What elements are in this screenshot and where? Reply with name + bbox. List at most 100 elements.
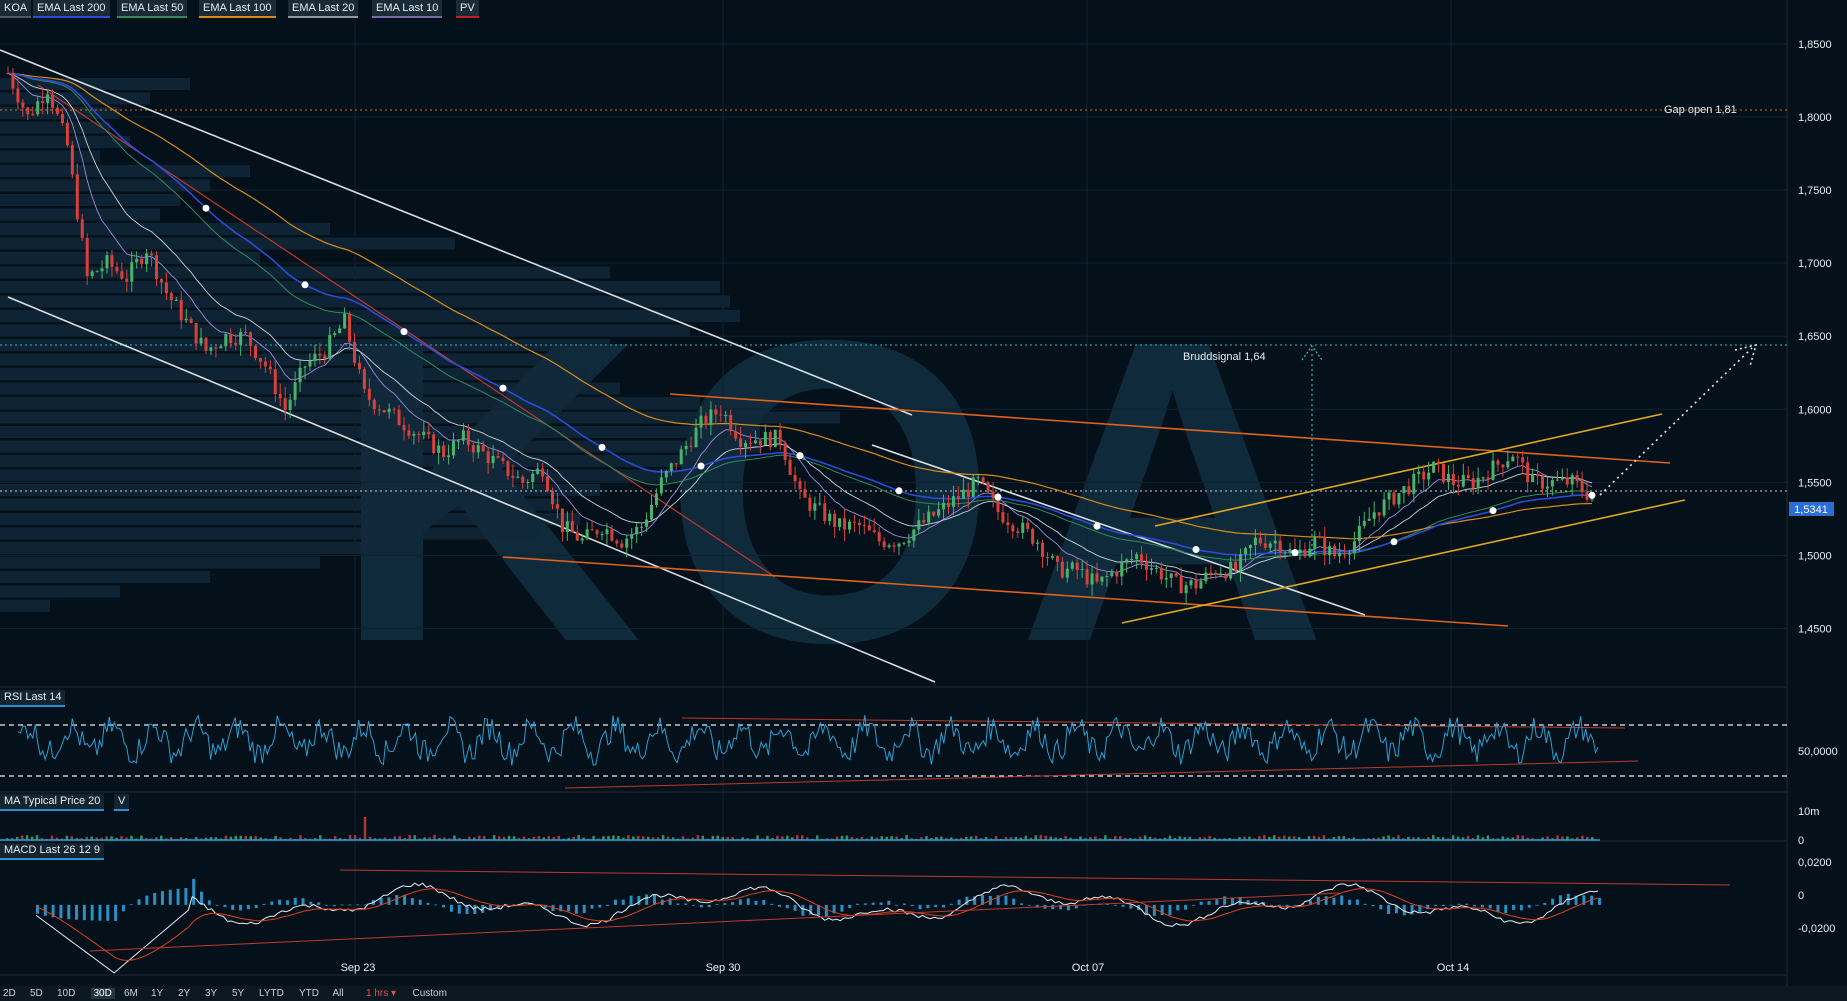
candle-body [526, 482, 530, 484]
macd-histogram-bar [1277, 904, 1281, 906]
break-signal-label: Bruddsignal 1,64 [1183, 351, 1266, 363]
range-button-1y[interactable]: 1Y [151, 988, 164, 999]
rsi-label[interactable]: RSI Last 14 [0, 690, 66, 707]
toolbar-tag-koa[interactable]: KOA [0, 0, 32, 18]
macd-histogram-bar [1059, 904, 1063, 910]
volume-bar [150, 838, 153, 840]
candle-body [1189, 580, 1193, 586]
rising-channel-lower-yellow[interactable] [1121, 499, 1686, 624]
macd-histogram-bar [449, 904, 453, 912]
volume-profile-bar [0, 324, 690, 337]
volume-bar [418, 838, 421, 840]
macd-histogram-bar [75, 904, 79, 920]
macd-tick-pos: 0,0200 [1798, 857, 1832, 869]
candle-body [263, 361, 267, 367]
range-button-5y[interactable]: 5Y [232, 988, 245, 999]
ma-typical-price-label[interactable]: MA Typical Price 20 [0, 794, 105, 811]
macd-histogram-bar [832, 904, 836, 914]
volume-bar [1307, 836, 1311, 840]
range-button-all[interactable]: All [332, 988, 344, 999]
volume-bar [597, 838, 600, 840]
volume-bar [209, 837, 213, 840]
candle-body [412, 433, 416, 436]
candle-body [966, 489, 970, 497]
candle-body [471, 445, 475, 453]
range-button-2d[interactable]: 2D [3, 988, 16, 999]
macd-histogram-bar [184, 888, 188, 905]
candle-body [877, 532, 881, 542]
volume-profile-bar [0, 136, 130, 148]
candle-body [823, 503, 827, 521]
macd-histogram-bar [168, 889, 172, 905]
toolbar-tag-pv[interactable]: PV [456, 0, 479, 18]
lower-channel-line-white[interactable] [7, 296, 936, 683]
volume-profile-bar [0, 484, 600, 496]
candle-body [1031, 528, 1035, 544]
volume-bar [304, 838, 307, 840]
range-button-2y[interactable]: 2Y [178, 988, 191, 999]
candle-body [803, 489, 807, 498]
volume-bar [1203, 837, 1206, 840]
candle-body [951, 496, 955, 507]
volume-bar [835, 836, 839, 840]
volume-bar [607, 835, 610, 840]
volume-bar [179, 837, 183, 840]
upper-channel-line-white[interactable] [0, 49, 913, 416]
rsi-support-line [564, 760, 1639, 789]
range-button-5d[interactable]: 5D [30, 988, 43, 999]
macd-histogram-bar [90, 904, 94, 921]
toolbar-tag-ema-last-200[interactable]: EMA Last 200 [33, 0, 110, 18]
candle-body [452, 440, 455, 456]
macd-line [35, 882, 1599, 974]
range-button-3y[interactable]: 3Y [205, 988, 218, 999]
macd-histogram-bar [114, 904, 118, 921]
volume-bar [70, 836, 74, 840]
toolbar-tag-ema-last-20[interactable]: EMA Last 20 [288, 0, 359, 18]
candle-body [1253, 537, 1257, 546]
volume-bar [224, 835, 228, 840]
candle-body [1496, 460, 1500, 465]
range-button-ytd[interactable]: YTD [299, 988, 319, 999]
macd-label[interactable]: MACD Last 26 12 9 [0, 843, 104, 860]
candle-body [1427, 472, 1431, 480]
candle-body [1303, 549, 1307, 557]
macd-histogram-bar [770, 903, 774, 905]
candle-body [1362, 520, 1366, 526]
volume-bar [1218, 838, 1221, 840]
volume-profile-bar [0, 150, 100, 163]
candle-body [1476, 477, 1480, 489]
macd-histogram-bar [1504, 904, 1508, 914]
volume-bar [1576, 837, 1579, 840]
candle-body [1174, 573, 1178, 577]
macd-histogram-bar [621, 899, 625, 905]
range-button-6m[interactable]: 6M [124, 988, 138, 999]
range-button-custom[interactable]: Custom [412, 988, 447, 999]
volume-bar [204, 837, 208, 840]
volume-bar [90, 836, 93, 840]
candle-body [857, 522, 861, 526]
candle-body [843, 518, 847, 530]
candle-body [580, 538, 584, 541]
lower-support-orange[interactable] [502, 556, 1509, 627]
candle-body [372, 399, 376, 410]
range-button-10d[interactable]: 10D [57, 988, 76, 999]
range-button-lytd[interactable]: LYTD [259, 988, 284, 999]
candle-body [1080, 569, 1084, 571]
range-button-30d[interactable]: 30D [90, 988, 115, 999]
upper-resistance-orange[interactable] [669, 393, 1671, 464]
volume-profile-bar [0, 585, 120, 598]
toolbar-tag-ema-last-10[interactable]: EMA Last 10 [372, 0, 443, 18]
candle-body [1214, 572, 1218, 575]
volume-bar [637, 835, 640, 840]
toolbar-tag-ema-last-100[interactable]: EMA Last 100 [199, 0, 276, 18]
toolbar-tag-ema-last-50[interactable]: EMA Last 50 [117, 0, 188, 18]
rising-channel-upper-yellow[interactable] [1154, 413, 1663, 527]
volume-label[interactable]: V [114, 794, 130, 811]
range-button-1-hrs[interactable]: 1 hrs ▾ [366, 988, 397, 999]
volume-bar [373, 838, 377, 840]
gap-open-label: Gap open 1,81 [1664, 104, 1737, 116]
volume-bar [582, 837, 585, 840]
candle-body [90, 271, 94, 276]
volume-bar [483, 835, 486, 840]
